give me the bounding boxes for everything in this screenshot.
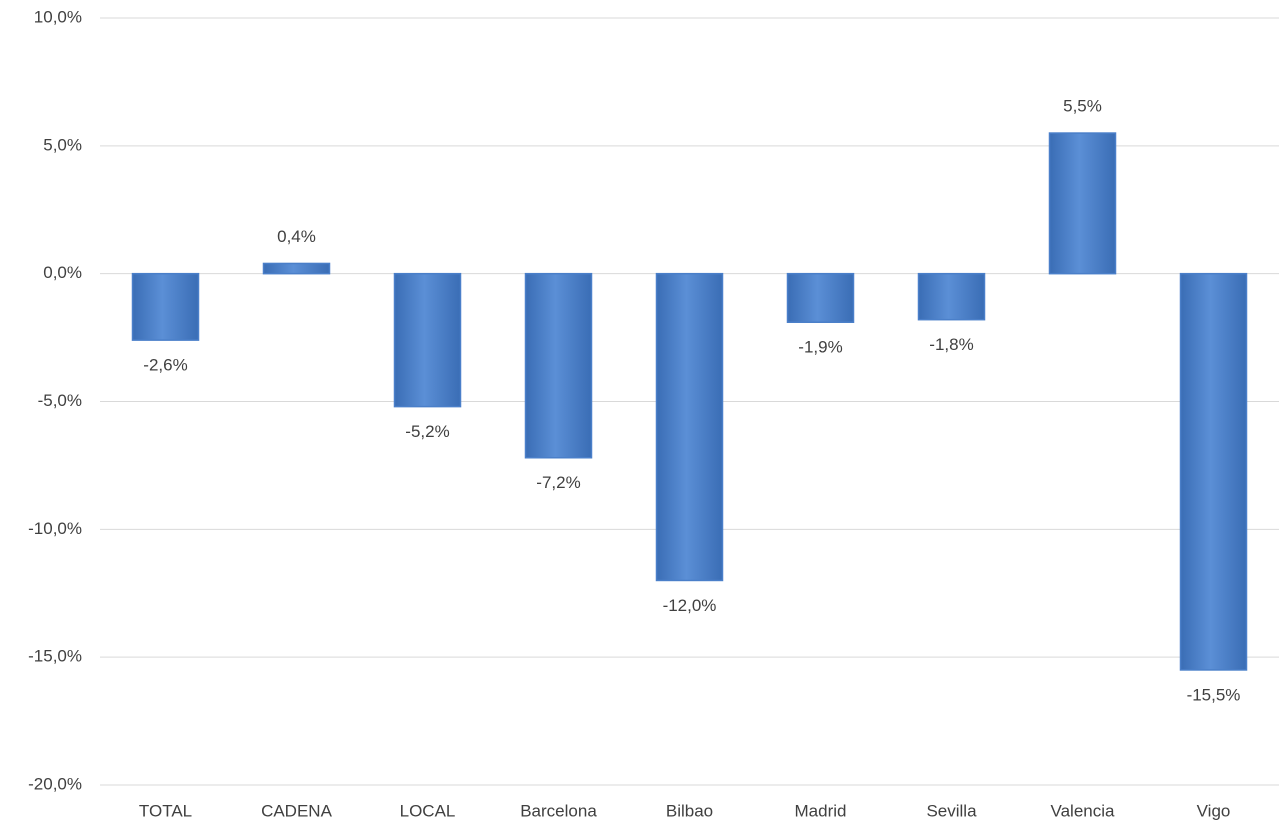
data-label: -7,2% xyxy=(536,473,580,492)
y-tick-label: -15,0% xyxy=(28,647,82,666)
x-tick-label: CADENA xyxy=(261,801,333,820)
data-label: 5,5% xyxy=(1063,97,1102,116)
data-label: 0,4% xyxy=(277,227,316,246)
bar xyxy=(1179,272,1248,671)
data-label: -1,9% xyxy=(798,338,842,357)
x-tick-label: Valencia xyxy=(1051,801,1115,820)
x-tick-label: Bilbao xyxy=(666,801,713,820)
x-tick-label: TOTAL xyxy=(139,801,192,820)
bar xyxy=(393,272,462,408)
y-tick-label: 10,0% xyxy=(34,7,82,26)
data-label: -1,8% xyxy=(929,335,973,354)
bar xyxy=(262,262,331,275)
bar xyxy=(917,272,986,321)
x-tick-label: Vigo xyxy=(1197,801,1231,820)
y-tick-label: -5,0% xyxy=(38,391,82,410)
data-label: -12,0% xyxy=(663,596,717,615)
x-tick-label: Sevilla xyxy=(926,801,977,820)
bar xyxy=(1048,132,1117,275)
x-tick-label: LOCAL xyxy=(400,801,456,820)
bar xyxy=(786,272,855,323)
y-tick-label: -10,0% xyxy=(28,519,82,538)
y-tick-label: -20,0% xyxy=(28,774,82,793)
y-tick-label: 0,0% xyxy=(43,263,82,282)
bar xyxy=(655,272,724,582)
bar xyxy=(131,272,200,341)
data-label: -15,5% xyxy=(1187,685,1241,704)
data-label: -2,6% xyxy=(143,356,187,375)
data-label: -5,2% xyxy=(405,422,449,441)
x-tick-label: Barcelona xyxy=(520,801,597,820)
x-tick-label: Madrid xyxy=(795,801,847,820)
y-tick-label: 5,0% xyxy=(43,135,82,154)
bar xyxy=(524,272,593,459)
